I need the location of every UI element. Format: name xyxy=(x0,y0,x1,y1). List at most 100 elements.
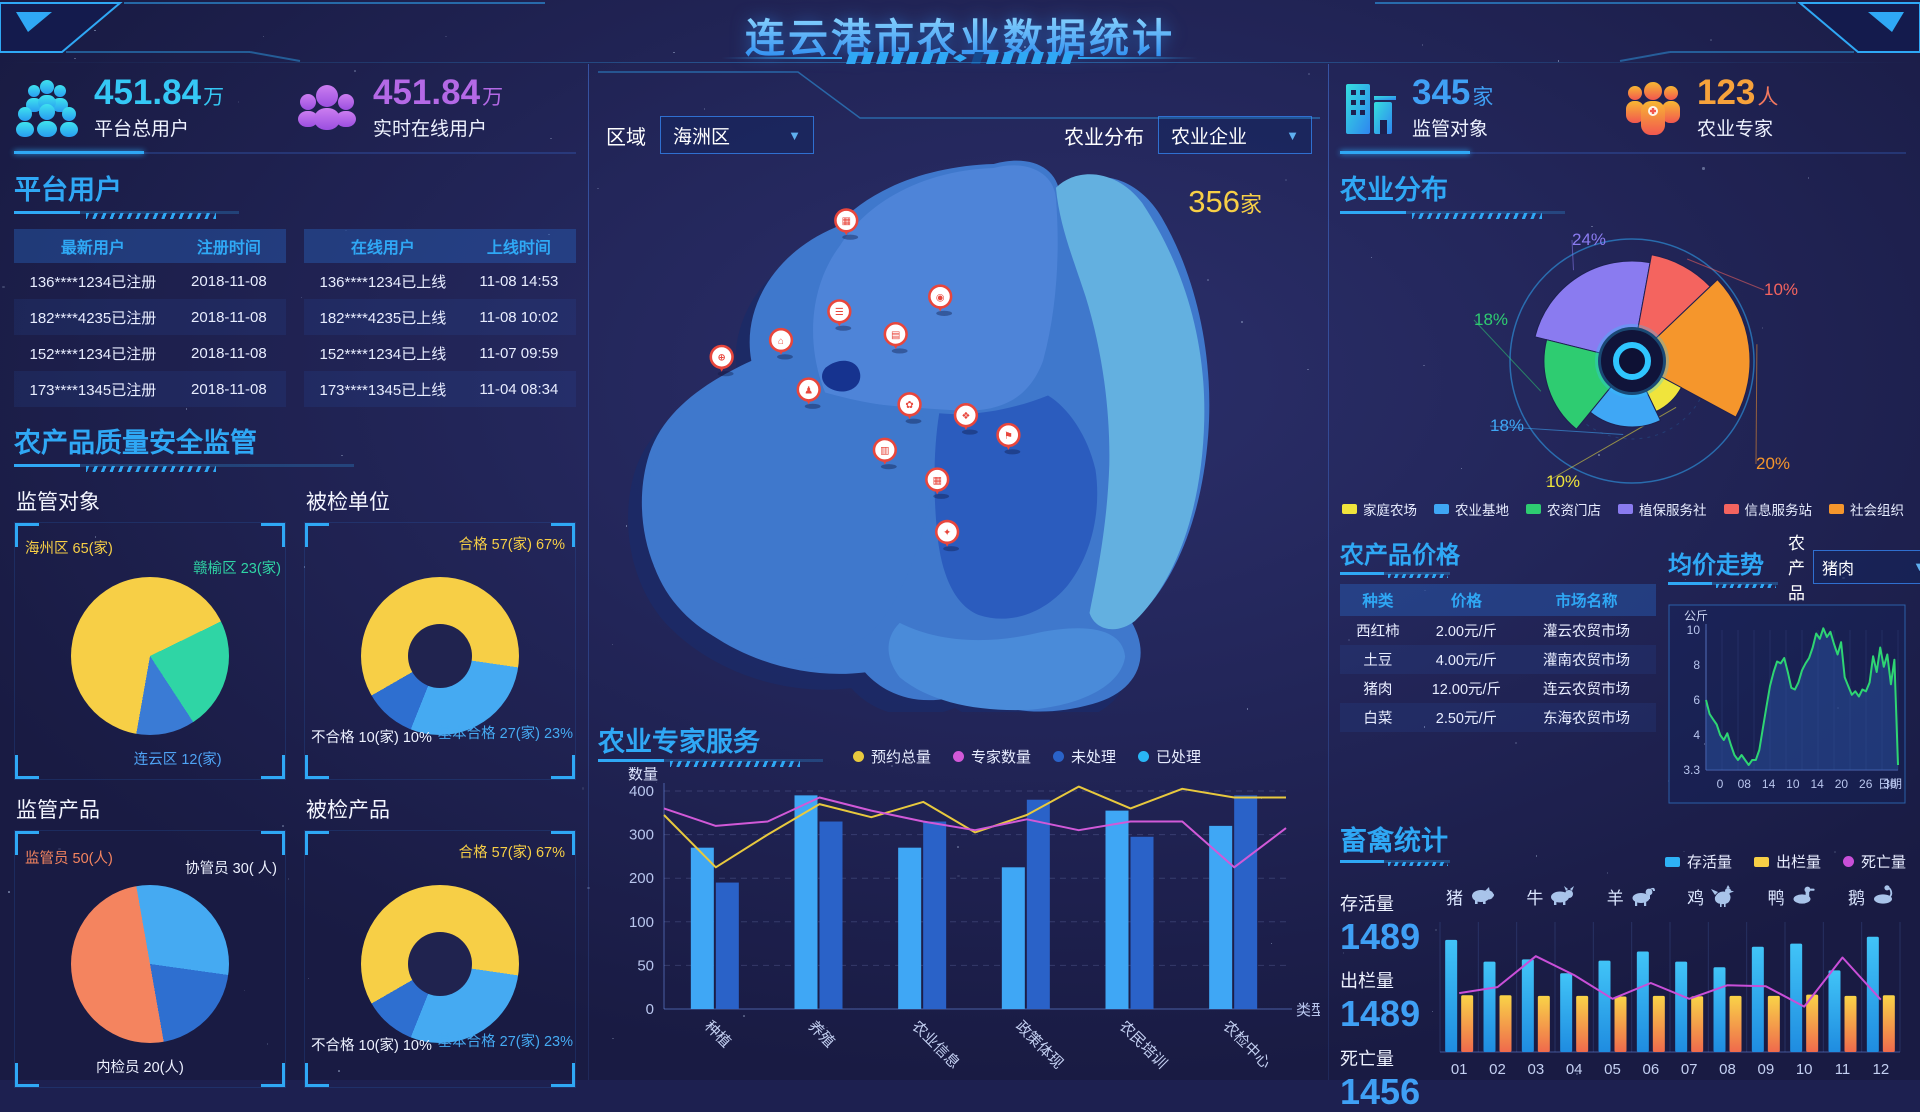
legend-label: 预约总量 xyxy=(871,746,931,767)
table-cell: 灌云农贸市场 xyxy=(1517,620,1656,641)
section-divider xyxy=(14,152,576,154)
livestock-stat-value: 1489 xyxy=(1340,916,1432,957)
price-trend-chart: 公斤3.3468100 08 14 10 14 20 26 30日期 xyxy=(1668,604,1906,804)
legend-item[interactable]: 家庭农场 xyxy=(1342,499,1417,519)
region-dropdown[interactable]: 海洲区 ▼ xyxy=(660,116,814,154)
legend-swatch xyxy=(853,751,864,762)
chart-title: 被检产品 xyxy=(306,794,576,824)
svg-text:14: 14 xyxy=(1810,777,1824,791)
table-cell: 灌南农贸市场 xyxy=(1517,649,1656,670)
legend-item[interactable]: 死亡量 xyxy=(1843,851,1906,872)
table-row: 土豆 4.00元/斤 灌南农贸市场 xyxy=(1340,645,1656,674)
svg-text:10: 10 xyxy=(1786,777,1800,791)
pie-label: 合格 57(家) 67% xyxy=(459,841,565,862)
trend-product-dropdown[interactable]: 猪肉 ▼ xyxy=(1813,550,1920,584)
expert-service-legend: 预约总量 专家数量 未处理 已处理 xyxy=(853,746,1201,767)
livestock-stat-value: 1456 xyxy=(1340,1071,1432,1112)
supervise-objects-block: 监管对象 海州区 65(家) 赣榆区 23(家) 连云区 12(家) xyxy=(14,482,286,780)
legend-label: 存活量 xyxy=(1687,851,1732,872)
svg-text:08: 08 xyxy=(1738,777,1752,791)
livestock-chart: 01 02 03 04 05 06 07 08 09 10 11 12 xyxy=(1432,918,1906,1084)
chart-title: 监管产品 xyxy=(16,794,286,824)
dashboard: 连云港市农业数据统计 xyxy=(0,0,1920,1080)
pie-label: 不合格 10(家) 10% xyxy=(311,726,432,747)
legend-label: 家庭农场 xyxy=(1363,499,1417,519)
city-map[interactable]: ▦ ◉ ☰ ▤ ⌂ ⊕ ♟ ✿ ❖ ⚑ ▥ ▦ ✦ xyxy=(603,158,1315,712)
chart-title: 被检单位 xyxy=(306,486,576,516)
legend-label: 农业基地 xyxy=(1455,499,1509,519)
agri-distribution-legend: 家庭农场 农业基地 农资门店 植保服务社 信息服务站 社会组织 xyxy=(1340,499,1906,519)
svg-text:3.3: 3.3 xyxy=(1683,763,1700,777)
svg-text:06: 06 xyxy=(1642,1061,1659,1078)
column-header: 种类 xyxy=(1340,589,1416,611)
animal-item[interactable]: 牛 xyxy=(1526,884,1576,909)
svg-text:12: 12 xyxy=(1872,1061,1889,1078)
table-cell: 白菜 xyxy=(1340,707,1416,728)
animal-item[interactable]: 鹅 xyxy=(1848,884,1898,909)
animal-item[interactable]: 羊 xyxy=(1607,884,1657,909)
legend-item[interactable]: 农业基地 xyxy=(1434,499,1509,519)
stat-label: 农业专家 xyxy=(1697,114,1778,141)
svg-text:0: 0 xyxy=(1717,777,1724,791)
table-row: 152****1234已注册 2018-11-08 xyxy=(14,335,286,371)
stat-online-users: 451.84万 实时在线用户 xyxy=(295,75,576,142)
legend-item[interactable]: 植保服务社 xyxy=(1618,499,1707,519)
svg-text:14: 14 xyxy=(1762,777,1776,791)
title-decoration xyxy=(1668,582,1778,588)
livestock-stat-label: 存活量 xyxy=(1340,890,1432,916)
pie-label: 合格 57(家) 67% xyxy=(459,533,565,554)
map-container: 356家 ▦ ◉ ☰ ▤ ⌂ ⊕ ♟ ✿ ❖ ⚑ ▥ ▦ ✦ xyxy=(598,158,1320,714)
stat-label: 实时在线用户 xyxy=(373,114,503,141)
goose-icon xyxy=(1871,885,1898,908)
table-cell: 12.00元/斤 xyxy=(1416,678,1517,699)
legend-item[interactable]: 农资门店 xyxy=(1526,499,1601,519)
person-icon: ♟ xyxy=(804,385,813,396)
table-cell: 152****1234已注册 xyxy=(14,343,172,364)
column-header: 在线用户 xyxy=(304,234,462,258)
legend-label: 信息服务站 xyxy=(1745,499,1813,519)
legend-item[interactable]: 未处理 xyxy=(1053,746,1116,767)
legend-swatch xyxy=(1138,751,1149,762)
distribution-dropdown[interactable]: 农业企业 ▼ xyxy=(1158,116,1312,154)
factory-icon: ▤ xyxy=(891,330,900,341)
livestock-title-block: 畜禽统计 xyxy=(1340,819,1450,872)
stat-agri-experts: 123人 农业专家 xyxy=(1623,75,1906,142)
legend-label: 专家数量 xyxy=(971,746,1031,767)
legend-item[interactable]: 已处理 xyxy=(1138,746,1201,767)
legend-item[interactable]: 存活量 xyxy=(1665,851,1732,872)
pie-label: 基本合格 27(家) 23% xyxy=(438,1030,573,1051)
svg-text:农民培训: 农民培训 xyxy=(1116,1018,1170,1072)
animal-label: 鸡 xyxy=(1687,884,1704,909)
legend-item[interactable]: 专家数量 xyxy=(953,746,1031,767)
column-header: 注册时间 xyxy=(172,234,286,258)
svg-text:11: 11 xyxy=(1835,1061,1851,1078)
legend-item[interactable]: 预约总量 xyxy=(853,746,931,767)
center-panel: 区域 海洲区 ▼ 农业分布 农业企业 ▼ 356家 xyxy=(598,64,1320,1078)
table-row: 136****1234已注册 2018-11-08 xyxy=(14,263,286,299)
animal-item[interactable]: 猪 xyxy=(1446,884,1496,909)
legend-label: 未处理 xyxy=(1071,746,1116,767)
animal-item[interactable]: 鸭 xyxy=(1768,884,1818,909)
photo-icon: ❖ xyxy=(961,411,970,422)
section-title-trend: 均价走势 xyxy=(1668,545,1778,580)
table-cell: 2018-11-08 xyxy=(172,309,286,326)
stat-supervised-objects: 345家 监管对象 xyxy=(1340,75,1623,142)
table-cell: 2.00元/斤 xyxy=(1416,620,1517,641)
legend-item[interactable]: 信息服务站 xyxy=(1724,499,1813,519)
legend-item[interactable]: 出栏量 xyxy=(1754,851,1821,872)
inspected-products-block: 被检产品 合格 57(家) 67% 基本合格 27(家) 23% 不合格 10(家)… xyxy=(304,790,576,1088)
svg-text:300: 300 xyxy=(629,827,654,844)
send-icon: ✦ xyxy=(943,528,951,539)
table-row: 182****4235已注册 2018-11-08 xyxy=(14,299,286,335)
svg-text:农业信息: 农业信息 xyxy=(908,1018,962,1072)
map-pin[interactable]: ⊕ xyxy=(711,346,734,376)
pie-label: 不合格 10(家) 10% xyxy=(311,1034,432,1055)
price-table: 种类 价格 市场名称 西红柿 2.00元/斤 灌云农贸市场 土豆 4.00元/斤 灌南农贸市场猪… xyxy=(1340,584,1656,732)
center-top-decoration xyxy=(598,64,1320,124)
legend-label: 已处理 xyxy=(1156,746,1201,767)
legend-item[interactable]: 社会组织 xyxy=(1829,499,1904,519)
svg-text:6: 6 xyxy=(1693,693,1700,707)
animal-item[interactable]: 鸡 xyxy=(1687,884,1737,909)
column-divider xyxy=(588,64,589,1080)
svg-text:4: 4 xyxy=(1693,728,1700,742)
